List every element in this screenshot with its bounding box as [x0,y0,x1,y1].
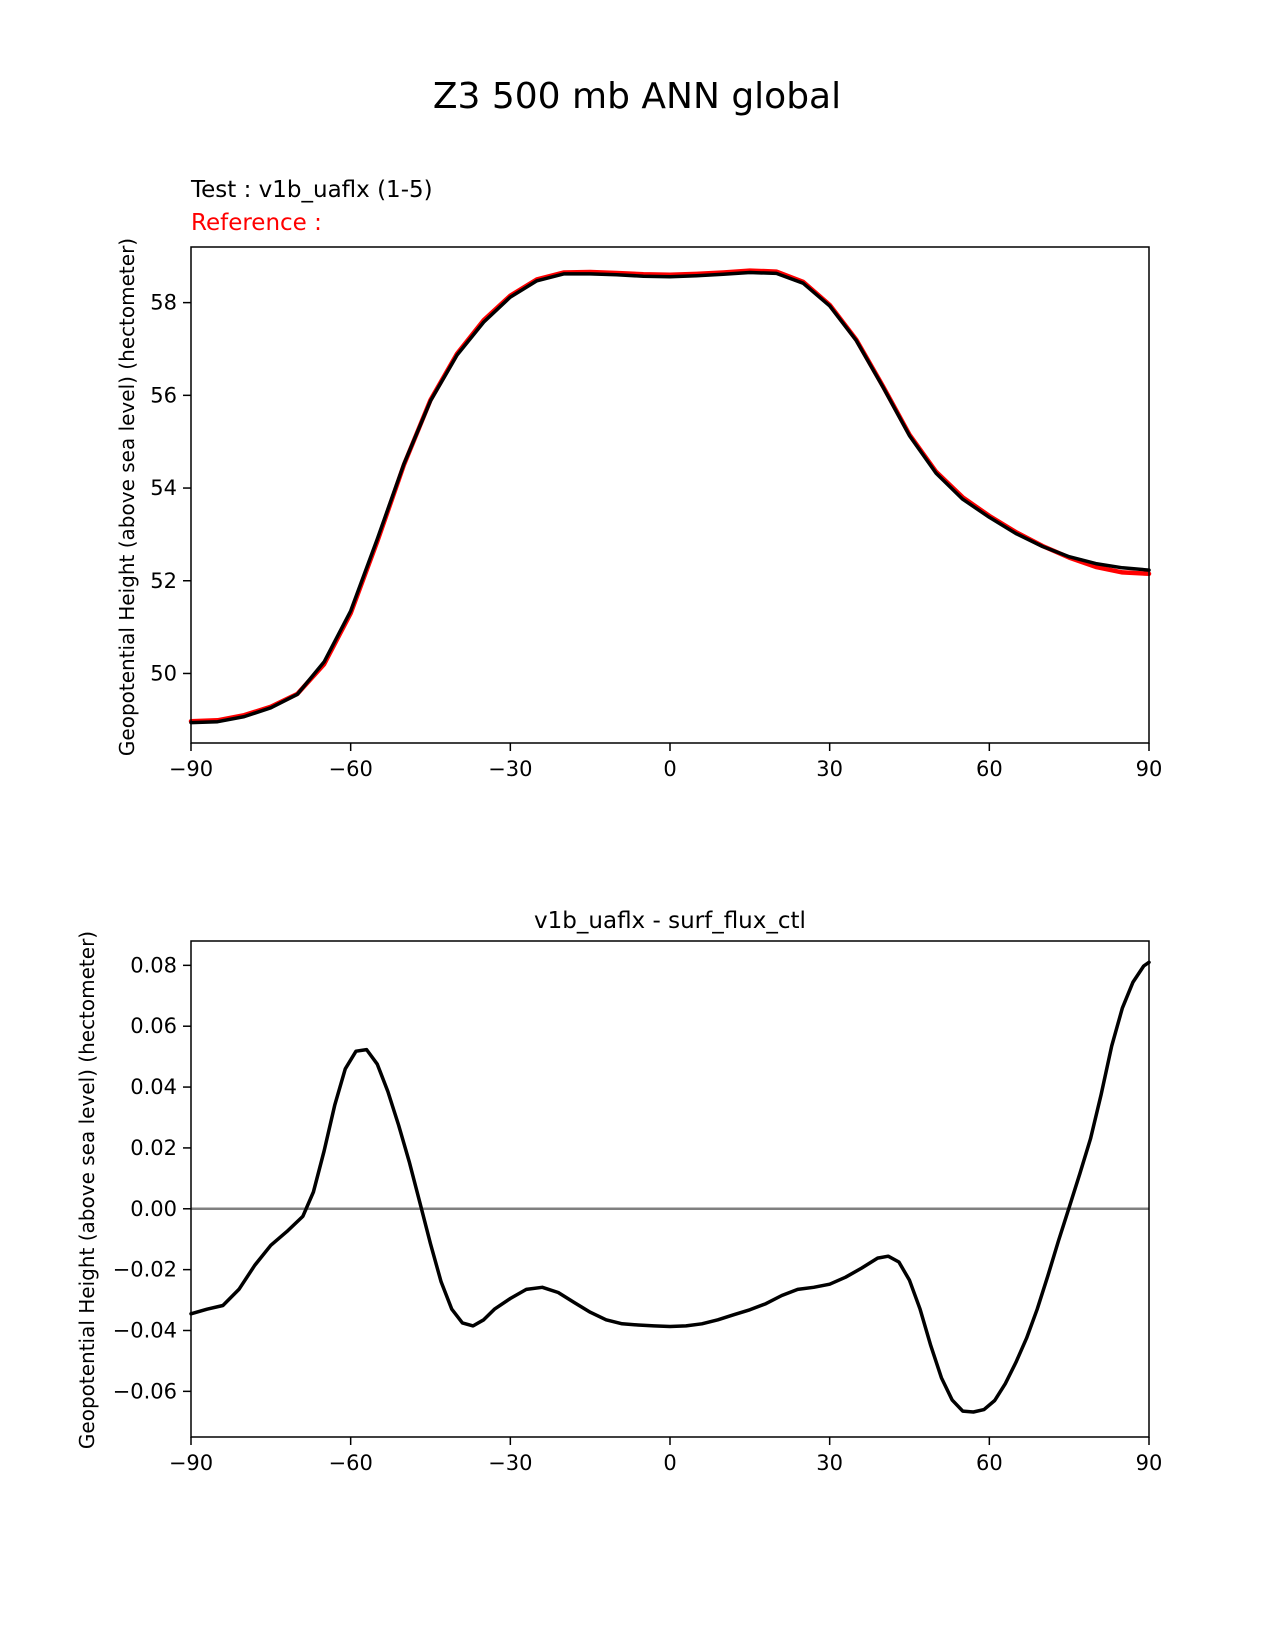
chart1-x-tick-label: −90 [169,1451,213,1475]
top-panel: Test : v1b_uaflx (1-5) Reference : Geopo… [115,177,1162,781]
bottom-lines [189,960,1151,1414]
chart0-y-tick-label: 58 [150,291,177,315]
figure-title: Z3 500 mb ANN global [433,76,841,117]
top-y-axis-label: Geopotential Height (above sea level) (h… [115,238,139,756]
chart1-y-tick-label: 0.02 [130,1136,177,1160]
bottom-panel: v1b_uaflx - surf_flux_ctl Geopotential H… [75,908,1162,1475]
chart0-x-tick-label: 30 [816,757,843,781]
chart0-x-tick-label: −30 [488,757,532,781]
series-line-difference [189,960,1151,1414]
series-line-test [189,270,1151,725]
chart1-y-tick-label: −0.02 [113,1258,177,1282]
chart0-x-tick-label: 90 [1136,757,1163,781]
chart0-y-tick-label: 54 [150,476,177,500]
chart0-y-tick-label: 50 [150,661,177,685]
chart0-x-tick-label: 0 [663,757,676,781]
chart1-y-tick-label: 0.06 [130,1014,177,1038]
chart1-x-tick-label: −30 [488,1451,532,1475]
chart0-x-tick-label: 60 [976,757,1003,781]
chart0-y-tick-label: 52 [150,569,177,593]
reference-label: Reference : [191,210,322,236]
top-plot-frame [190,246,1150,744]
bottom-plot-frame [190,940,1150,1438]
chart1-y-tick-label: 0.08 [130,953,177,977]
chart1-x-tick-label: 0 [663,1451,676,1475]
chart0-x-tick-label: −60 [329,757,373,781]
chart0-x-tick-label: −90 [169,757,213,781]
chart0-y-tick-label: 56 [150,383,177,407]
top-ticks: −90 −60 −30 0 30 60 90 50 52 54 56 58 [150,291,1162,781]
bottom-panel-title: v1b_uaflx - surf_flux_ctl [534,908,806,934]
chart1-x-tick-label: 30 [816,1451,843,1475]
bottom-ticks: −90 −60 −30 0 30 60 90 −0.06 −0.04 −0.02 0.00 0.02 0… [113,953,1163,1475]
chart1-x-tick-label: 90 [1136,1451,1163,1475]
chart1-x-tick-label: −60 [329,1451,373,1475]
test-label: Test : v1b_uaflx (1-5) [190,177,433,203]
chart1-y-tick-label: −0.04 [113,1318,177,1342]
bottom-y-axis-label: Geopotential Height (above sea level) (h… [75,931,99,1449]
chart1-x-tick-label: 60 [976,1451,1003,1475]
chart1-y-tick-label: −0.06 [113,1379,177,1403]
chart1-y-tick-label: 0.00 [130,1197,177,1221]
top-lines [188,268,1152,725]
chart1-y-tick-label: 0.04 [130,1075,177,1099]
